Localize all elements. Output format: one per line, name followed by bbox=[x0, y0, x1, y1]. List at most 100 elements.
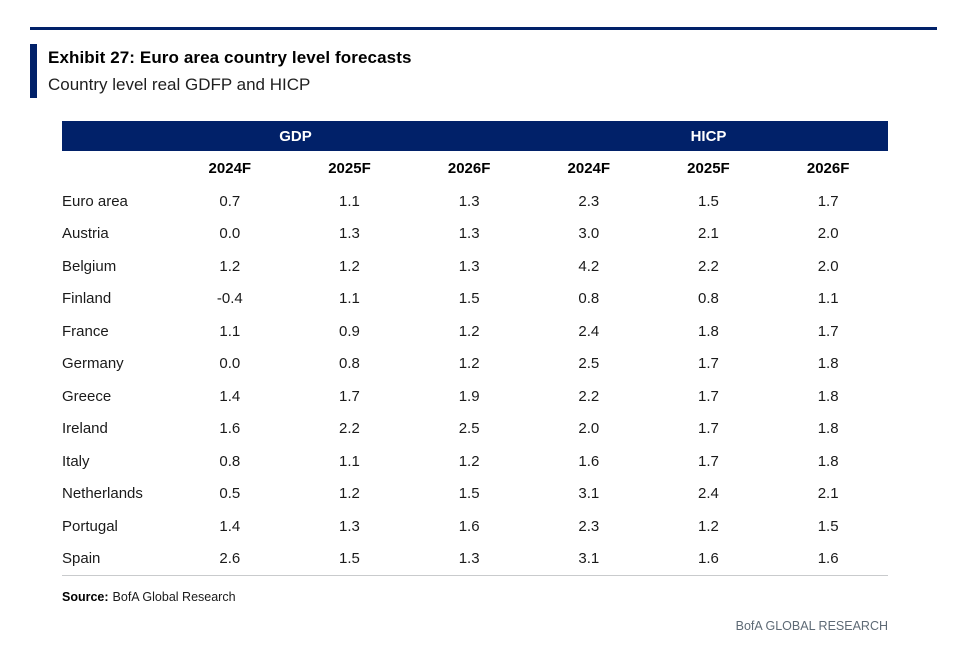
column-header: 2024F bbox=[567, 159, 611, 177]
table-body: Euro area 0.7 1.1 1.3 2.3 1.5 1.7 Austria 0.0 1.3… bbox=[62, 185, 888, 575]
forecast-table: GDP HICP 2024F 2025F 2026F 2024F 2025F 2… bbox=[62, 121, 888, 576]
table-row: France 1.1 0.9 1.2 2.4 1.8 1.7 bbox=[62, 315, 888, 348]
table-row: Portugal 1.4 1.3 1.6 2.3 1.2 1.5 bbox=[62, 510, 888, 543]
table-row: Greece 1.4 1.7 1.9 2.2 1.7 1.8 bbox=[62, 380, 888, 413]
value-cell: 1.2 bbox=[458, 355, 480, 373]
value-cell: 0.8 bbox=[339, 355, 360, 373]
value-cell: 3.0 bbox=[578, 225, 600, 243]
value-cell: 1.2 bbox=[339, 485, 360, 503]
value-cell: 1.7 bbox=[698, 420, 719, 438]
column-header: 2025F bbox=[687, 159, 730, 177]
group-header-row: GDP HICP bbox=[62, 121, 888, 151]
value-cell: 0.8 bbox=[219, 452, 241, 470]
value-cell: 1.5 bbox=[339, 550, 360, 567]
value-cell: 1.1 bbox=[339, 290, 360, 308]
value-cell: 1.8 bbox=[817, 452, 839, 470]
value-cell: 1.6 bbox=[698, 550, 719, 567]
value-cell: 1.2 bbox=[698, 517, 719, 535]
value-cell: 1.4 bbox=[219, 387, 241, 405]
value-cell: 1.5 bbox=[698, 192, 719, 210]
column-header: 2025F bbox=[328, 159, 371, 177]
value-cell: 1.3 bbox=[458, 257, 480, 275]
value-cell: 3.1 bbox=[578, 485, 600, 503]
source-label: Source: bbox=[62, 590, 109, 604]
exhibit-subtitle: Country level real GDFP and HICP bbox=[48, 75, 311, 94]
value-cell: 0.8 bbox=[578, 290, 600, 308]
value-cell: 1.7 bbox=[817, 192, 839, 210]
value-cell: 2.0 bbox=[578, 420, 600, 438]
value-cell: 1.5 bbox=[458, 485, 480, 503]
value-cell: 2.4 bbox=[578, 322, 600, 340]
value-cell: 1.1 bbox=[817, 290, 839, 308]
value-cell: 1.3 bbox=[458, 225, 480, 243]
exhibit-title: Exhibit 27: Euro area country level fore… bbox=[48, 48, 412, 67]
value-cell: 1.6 bbox=[219, 420, 241, 438]
value-cell: 1.8 bbox=[817, 387, 839, 405]
value-cell: 3.1 bbox=[578, 550, 600, 567]
value-cell: 1.8 bbox=[698, 322, 719, 340]
country-label: Italy bbox=[62, 452, 90, 470]
value-cell: 0.8 bbox=[698, 290, 719, 308]
value-cell: -0.4 bbox=[216, 290, 243, 308]
value-cell: 0.0 bbox=[219, 355, 241, 373]
value-cell: 1.5 bbox=[458, 290, 480, 308]
value-cell: 1.7 bbox=[817, 322, 839, 340]
value-cell: 1.1 bbox=[339, 192, 360, 210]
country-label: Austria bbox=[62, 225, 109, 243]
value-cell: 2.2 bbox=[339, 420, 360, 438]
table-row: Netherlands 0.5 1.2 1.5 3.1 2.4 2.1 bbox=[62, 478, 888, 511]
value-cell: 1.2 bbox=[219, 257, 241, 275]
value-cell: 2.5 bbox=[458, 420, 480, 438]
group-header-gdp: GDP bbox=[62, 121, 529, 151]
country-label: Ireland bbox=[62, 420, 108, 438]
country-label: Spain bbox=[62, 550, 101, 567]
value-cell: 0.5 bbox=[219, 485, 241, 503]
value-cell: 2.1 bbox=[698, 225, 719, 243]
value-cell: 2.0 bbox=[817, 225, 839, 243]
table-row: Ireland 1.6 2.2 2.5 2.0 1.7 1.8 bbox=[62, 413, 888, 446]
corner-cell bbox=[62, 151, 170, 185]
value-cell: 1.1 bbox=[219, 322, 241, 340]
value-cell: 1.6 bbox=[578, 452, 600, 470]
value-cell: 1.4 bbox=[219, 517, 241, 535]
value-cell: 1.8 bbox=[817, 420, 839, 438]
country-label: Portugal bbox=[62, 517, 118, 535]
value-cell: 1.3 bbox=[458, 192, 480, 210]
table-row: Euro area 0.7 1.1 1.3 2.3 1.5 1.7 bbox=[62, 185, 888, 218]
value-cell: 2.4 bbox=[698, 485, 719, 503]
column-header-row: 2024F 2025F 2026F 2024F 2025F 2026F bbox=[62, 151, 888, 185]
country-label: Greece bbox=[62, 387, 112, 405]
value-cell: 2.2 bbox=[578, 387, 600, 405]
column-header: 2024F bbox=[208, 159, 252, 177]
source-text: BofA Global Research bbox=[112, 590, 236, 604]
country-label: Belgium bbox=[62, 257, 117, 275]
top-divider-rule bbox=[30, 27, 937, 30]
value-cell: 1.3 bbox=[458, 550, 480, 567]
value-cell: 2.1 bbox=[817, 485, 839, 503]
country-label: Netherlands bbox=[62, 485, 143, 503]
value-cell: 0.9 bbox=[339, 322, 360, 340]
country-label: Euro area bbox=[62, 192, 128, 210]
table-row: Finland -0.4 1.1 1.5 0.8 0.8 1.1 bbox=[62, 283, 888, 316]
table-row: Italy 0.8 1.1 1.2 1.6 1.7 1.8 bbox=[62, 445, 888, 478]
value-cell: 2.6 bbox=[219, 550, 241, 567]
value-cell: 2.0 bbox=[817, 257, 839, 275]
table-row: Austria 0.0 1.3 1.3 3.0 2.1 2.0 bbox=[62, 218, 888, 251]
value-cell: 1.2 bbox=[339, 257, 360, 275]
value-cell: 1.3 bbox=[339, 225, 360, 243]
value-cell: 4.2 bbox=[578, 257, 600, 275]
value-cell: 1.8 bbox=[817, 355, 839, 373]
value-cell: 1.9 bbox=[458, 387, 480, 405]
value-cell: 1.2 bbox=[458, 452, 480, 470]
value-cell: 1.7 bbox=[698, 452, 719, 470]
value-cell: 0.0 bbox=[219, 225, 241, 243]
value-cell: 1.3 bbox=[339, 517, 360, 535]
column-header: 2026F bbox=[806, 159, 850, 177]
value-cell: 0.7 bbox=[219, 192, 241, 210]
value-cell: 1.7 bbox=[698, 387, 719, 405]
value-cell: 2.2 bbox=[698, 257, 719, 275]
table-row: Germany 0.0 0.8 1.2 2.5 1.7 1.8 bbox=[62, 348, 888, 381]
value-cell: 1.5 bbox=[817, 517, 839, 535]
country-label: France bbox=[62, 322, 109, 340]
exhibit-title-block: Exhibit 27: Euro area country level fore… bbox=[30, 44, 412, 98]
